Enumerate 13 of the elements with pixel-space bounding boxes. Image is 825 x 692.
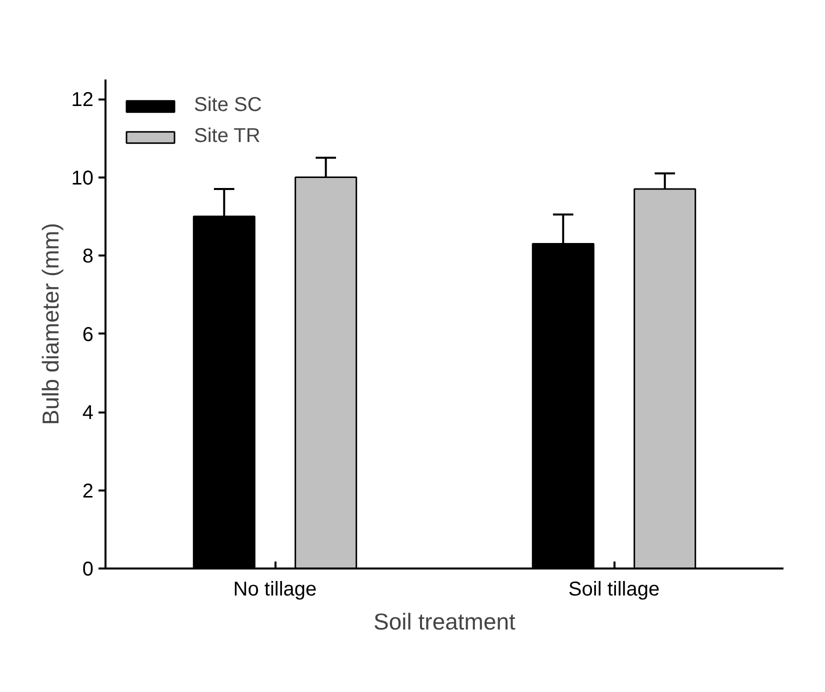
y-tick-label: 0 xyxy=(82,558,94,580)
y-tick-label: 2 xyxy=(82,480,94,502)
y-tick-label: 8 xyxy=(82,246,94,268)
y-tick-label: 4 xyxy=(82,402,94,424)
x-tick-label: Soil tillage xyxy=(568,578,660,600)
y-tick-label: 10 xyxy=(71,167,94,190)
x-axis-title: Soil treatment xyxy=(374,608,516,634)
y-tick-label: 12 xyxy=(71,89,94,112)
x-tick-label: No tillage xyxy=(233,578,317,600)
legend-label: Site TR xyxy=(194,125,260,148)
y-axis-title: Bulb diameter (mm) xyxy=(37,223,64,425)
y-tick-label: 6 xyxy=(82,324,94,346)
legend-label: Site SC xyxy=(194,94,262,117)
